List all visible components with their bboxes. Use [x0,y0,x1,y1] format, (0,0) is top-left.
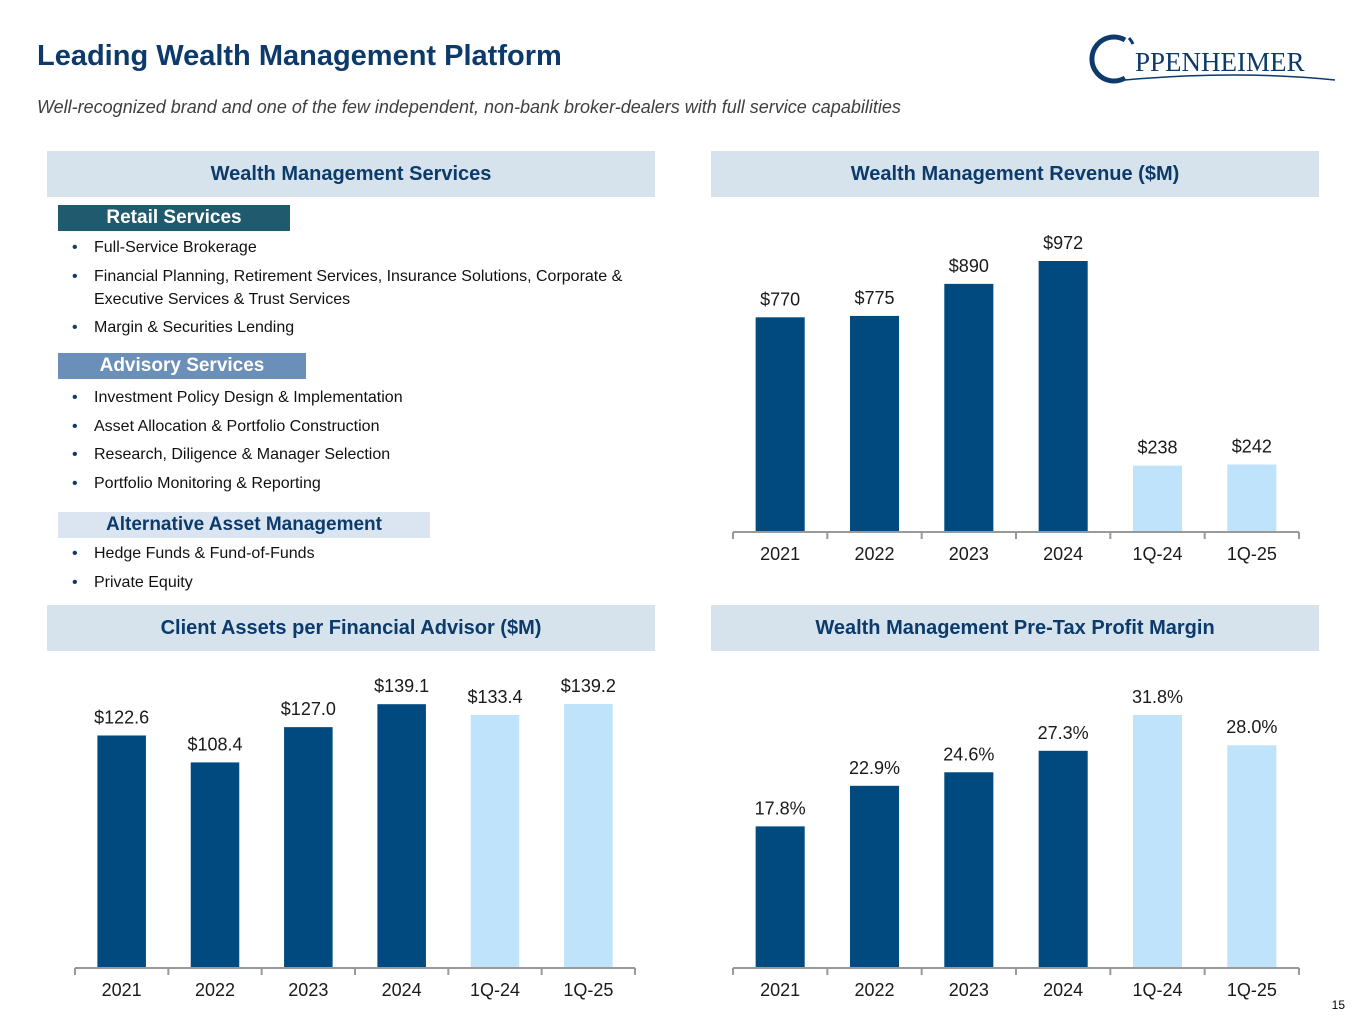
data-label: $890 [949,256,989,276]
x-tick-label: 2023 [288,980,328,1000]
data-label: 28.0% [1226,717,1277,737]
data-label: $238 [1137,438,1177,458]
x-tick-label: 2024 [1043,544,1083,564]
bullet-item: Portfolio Monitoring & Reporting [58,472,628,495]
x-tick-label: 2021 [102,980,142,1000]
data-label: $139.1 [374,676,429,696]
bar [1227,464,1277,532]
section-heading: Retail Services [58,205,290,231]
x-tick-label: 2022 [195,980,235,1000]
slide-subtitle: Well-recognized brand and one of the few… [37,97,901,117]
data-label: $122.6 [94,707,149,727]
bullet-item: Research, Diligence & Manager Selection [58,443,628,466]
bar [1227,745,1277,968]
bar [190,762,240,968]
bar [849,785,900,968]
bar [849,315,900,532]
logo-mark [1089,34,1127,84]
bar [284,727,333,968]
data-label: $108.4 [187,734,242,754]
data-label: $770 [760,289,800,309]
data-label: $139.2 [561,676,616,696]
x-tick-label: 2021 [760,980,800,1000]
section-heading: Advisory Services [58,353,306,379]
x-tick-label: 1Q-24 [1132,980,1182,1000]
bar [377,704,426,968]
data-label: $775 [854,288,894,308]
data-label: 27.3% [1038,723,1089,743]
logo-swoosh [1124,74,1336,81]
panel-header: Client Assets per Financial Advisor ($M) [47,605,655,651]
data-label: $127.0 [281,699,336,719]
data-label: $242 [1232,437,1272,457]
x-tick-label: 1Q-24 [470,980,520,1000]
section-heading: Alternative Asset Management [58,512,430,538]
bullet-item: Financial Planning, Retirement Services,… [58,265,628,311]
bullet-item: Private Equity [58,571,628,594]
x-tick-label: 2024 [382,980,422,1000]
slide-title: Leading Wealth Management Platform [37,40,562,72]
x-tick-label: 1Q-25 [563,980,613,1000]
panel-header: Wealth Management Revenue ($M) [711,151,1319,197]
panel-header: Wealth Management Pre-Tax Profit Margin [711,605,1319,651]
bullet-list: Investment Policy Design & Implementatio… [58,386,628,500]
bullet-item: Full-Service Brokerage [58,236,628,259]
data-label: $133.4 [467,687,522,707]
bar [944,283,994,532]
x-tick-label: 1Q-25 [1227,980,1277,1000]
bar [755,826,805,968]
panel-header: Wealth Management Services [47,151,655,197]
bullet-list: Hedge Funds & Fund-of-Funds Private Equit… [58,542,628,599]
logo-text: PPENHEIMER [1135,47,1305,77]
x-tick-label: 2022 [854,544,894,564]
bullet-item: Margin & Securities Lending [58,316,628,339]
logo: PPENHEIMER [1089,34,1336,84]
bullet-list: Full-Service Brokerage Financial Planning… [58,236,628,345]
bar [1038,750,1088,968]
x-tick-label: 2023 [949,544,989,564]
x-tick-label: 2023 [949,980,989,1000]
logo-mark [1127,36,1135,45]
bar [1132,465,1183,532]
data-label: 17.8% [755,798,806,818]
bar [1132,715,1183,968]
page-number: 15 [1331,998,1345,1012]
bar [564,704,613,968]
bullet-item: Asset Allocation & Portfolio Constructio… [58,415,628,438]
x-tick-label: 2024 [1043,980,1083,1000]
x-tick-label: 2022 [854,980,894,1000]
bar [470,715,520,968]
x-tick-label: 1Q-24 [1132,544,1182,564]
bullet-item: Investment Policy Design & Implementatio… [58,386,628,409]
bar [1038,261,1088,532]
x-tick-label: 2021 [760,544,800,564]
data-label: 22.9% [849,758,900,778]
data-label: 24.6% [943,744,994,764]
x-tick-label: 1Q-25 [1227,544,1277,564]
bar [944,772,994,968]
bar [97,735,146,968]
data-label: 31.8% [1132,687,1183,707]
data-label: $972 [1043,233,1083,253]
bar [755,317,805,532]
bullet-item: Hedge Funds & Fund-of-Funds [58,542,628,565]
